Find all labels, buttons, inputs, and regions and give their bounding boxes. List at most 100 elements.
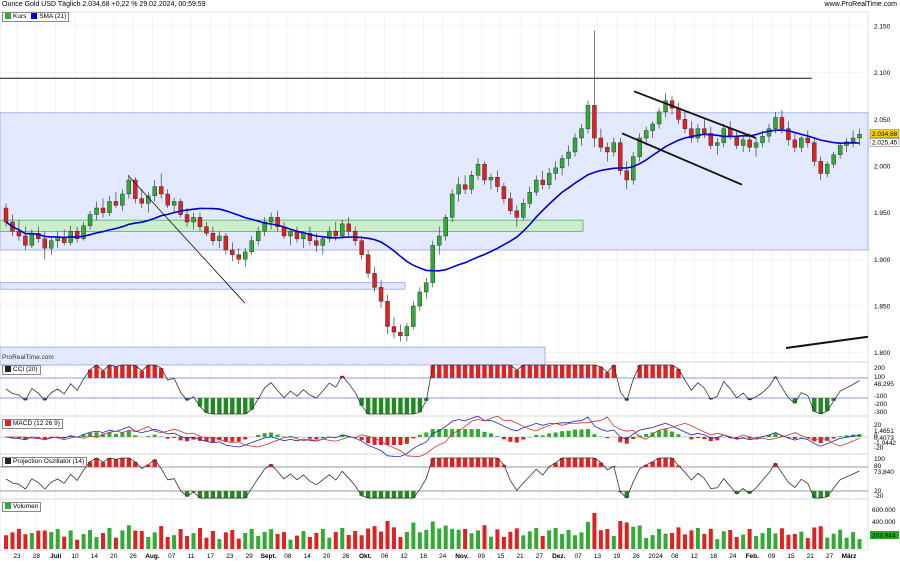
x-tick-label: 14: [91, 553, 99, 560]
volume-bar: [702, 533, 707, 549]
cci-overbought-fill: [437, 365, 442, 378]
candle-body: [385, 301, 390, 327]
candle-body: [3, 207, 9, 223]
volume-bar: [456, 529, 461, 549]
price-badge-bg: [869, 137, 900, 147]
candle-body: [314, 240, 319, 246]
macd-histogram-bar: [605, 437, 610, 439]
volume-bar: [741, 534, 746, 549]
volume-bar: [100, 533, 105, 549]
cci-oversold-fill: [747, 398, 752, 401]
volume-bar: [327, 537, 332, 549]
candle-body: [527, 191, 532, 204]
cci-oversold-fill: [184, 398, 190, 401]
macd-histogram-bar: [172, 437, 177, 438]
cci-overbought-fill: [521, 365, 526, 378]
volume-bar: [495, 529, 500, 549]
candle-body: [178, 201, 183, 215]
long-term-trendline: [785, 335, 869, 349]
candle-body: [36, 232, 41, 239]
lower-blue-zone: [0, 282, 406, 290]
candle-body: [495, 176, 500, 187]
macd-histogram-bar: [262, 433, 267, 437]
macd-histogram-bar: [521, 437, 526, 440]
macd-histogram-bar: [618, 437, 623, 443]
macd-histogram-bar: [68, 435, 73, 437]
proj-high-fill: [113, 459, 119, 467]
volume-bar: [16, 528, 21, 549]
macd-histogram-bar: [650, 432, 655, 437]
cci-tick: 200: [874, 365, 885, 372]
volume-bar: [430, 521, 435, 549]
volume-bar: [469, 533, 474, 549]
cci-overbought-fill: [139, 370, 144, 378]
macd-histogram-bar: [514, 437, 519, 443]
volume-bar: [818, 526, 823, 549]
cci-overbought-fill: [340, 375, 345, 378]
macd-histogram-bar: [805, 437, 810, 439]
proj-low-fill: [734, 491, 739, 494]
proj-high-fill: [488, 458, 494, 467]
volume-bar: [799, 531, 804, 549]
proj-high-fill: [663, 458, 668, 467]
macd-histogram-bar: [702, 437, 707, 440]
macd-histogram-bar: [844, 435, 849, 437]
macd-histogram-bar: [747, 437, 752, 439]
volume-bar: [851, 532, 856, 549]
indicator-layer: [0, 364, 868, 549]
candle-body: [462, 184, 468, 190]
macd-histogram-bar: [547, 433, 552, 437]
macd-histogram-bar: [62, 437, 67, 438]
y-tick-label: 2.050: [874, 117, 891, 124]
chart-title: Ounce Gold USD Täglich 2.034,68 +0,22 % …: [2, 1, 206, 8]
volume-bar: [670, 533, 675, 549]
candle-body: [23, 235, 28, 246]
proj-low-fill: [747, 491, 752, 494]
volume-bar: [754, 536, 759, 549]
candle-body: [113, 201, 119, 206]
proj-high-fill: [566, 458, 571, 467]
x-tick-label: 14: [304, 553, 312, 560]
volume-bar: [805, 538, 810, 549]
volume-tick: 600.000: [872, 507, 896, 514]
candle-body: [87, 214, 93, 226]
macd-histogram-bar: [42, 437, 47, 440]
volume-bar: [120, 530, 125, 549]
volume-bar: [779, 528, 784, 549]
site-url[interactable]: www.ProRealTime.com: [824, 1, 897, 8]
volume-bar: [133, 530, 138, 549]
price-badge-text: 2.034,68: [872, 131, 898, 138]
candle-body: [81, 225, 86, 240]
macd-histogram-bar: [178, 437, 183, 441]
cci-overbought-fill: [540, 365, 545, 378]
macd-histogram-bar: [269, 432, 274, 437]
x-tick-label: 19: [613, 553, 621, 560]
volume-bar: [631, 526, 636, 549]
candle-body: [546, 173, 552, 185]
candle-body: [243, 251, 248, 260]
cci-overbought-fill: [462, 365, 468, 378]
macd-histogram-bar: [133, 435, 138, 437]
x-tick-label: 10: [71, 553, 79, 560]
macd-histogram-bar: [657, 430, 662, 437]
macd-histogram-bar: [94, 432, 99, 437]
macd-histogram-bar: [191, 437, 196, 440]
volume-bar: [294, 535, 299, 549]
macd-histogram-bar: [728, 437, 733, 439]
cci-overbought-fill: [107, 365, 112, 378]
sma-label: SMA (21): [39, 13, 67, 20]
volume-bar: [689, 530, 694, 549]
candle-body: [469, 175, 474, 190]
candle-body: [262, 221, 267, 232]
proj-high-fill: [449, 458, 455, 467]
volume-bar: [825, 537, 830, 549]
cci-overbought-fill: [579, 365, 584, 378]
volume-bar: [527, 531, 532, 549]
proj-high-fill: [152, 459, 157, 467]
macd-histogram-bar: [159, 436, 164, 437]
x-tick-label: Feb.: [746, 553, 760, 560]
cci-overbought-fill: [133, 365, 138, 378]
volume-bar: [301, 531, 306, 549]
macd-histogram-bar: [566, 430, 571, 437]
macd-histogram-bar: [792, 437, 797, 439]
